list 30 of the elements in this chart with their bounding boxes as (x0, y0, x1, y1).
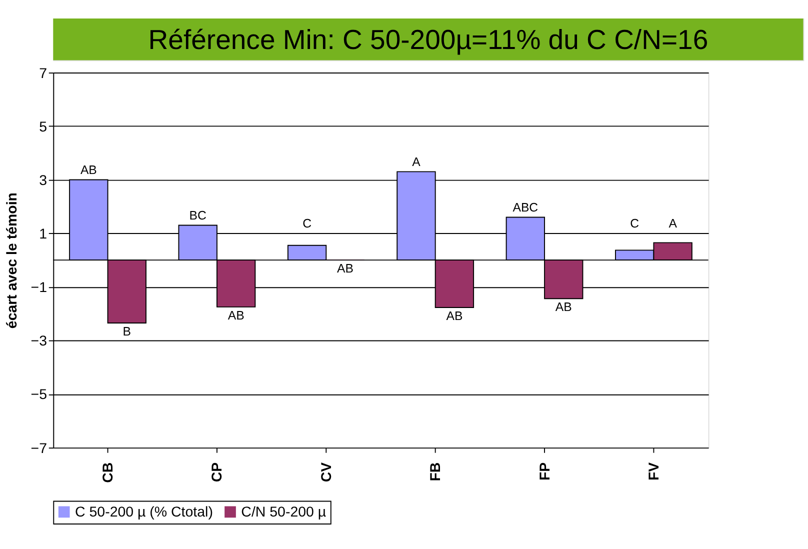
data-label: A (668, 216, 678, 231)
legend-label: C 50-200 µ (% Ctotal) (75, 504, 213, 521)
data-label: C (630, 216, 640, 231)
y-tick-label: 3 (39, 172, 48, 189)
data-label: AB (555, 300, 572, 314)
y-tick-label: −1 (30, 280, 48, 296)
x-tick-label: FB (428, 462, 444, 482)
x-tick-label: CV (318, 462, 335, 482)
y-tick-label: 7 (39, 66, 48, 82)
data-label: BC (189, 208, 206, 223)
y-tick-label: −7 (30, 440, 48, 457)
y-tick-label: 5 (39, 119, 48, 136)
x-tick-label: FP (537, 462, 554, 481)
data-label: AB (337, 261, 354, 276)
x-tick-label: CP (210, 462, 226, 482)
y-tick-label: −3 (30, 334, 48, 350)
x-tick-label: FV (646, 462, 662, 481)
y-tick-label: 1 (39, 226, 48, 243)
legend-label: C/N 50-200 µ (241, 504, 326, 521)
data-label: B (122, 324, 131, 338)
data-label: AB (228, 308, 244, 322)
y-axis-title: écart avec le témoin (4, 192, 21, 329)
data-label: A (412, 154, 422, 169)
data-label: AB (80, 163, 97, 178)
x-tick-label: CB (100, 462, 117, 483)
data-label: ABC (512, 200, 538, 215)
y-tick-label: −5 (30, 387, 48, 404)
data-label: AB (446, 308, 463, 323)
data-label: C (302, 216, 312, 231)
chart-title: Référence Min: C 50-200µ=11% du C C/N=16 (148, 24, 708, 55)
